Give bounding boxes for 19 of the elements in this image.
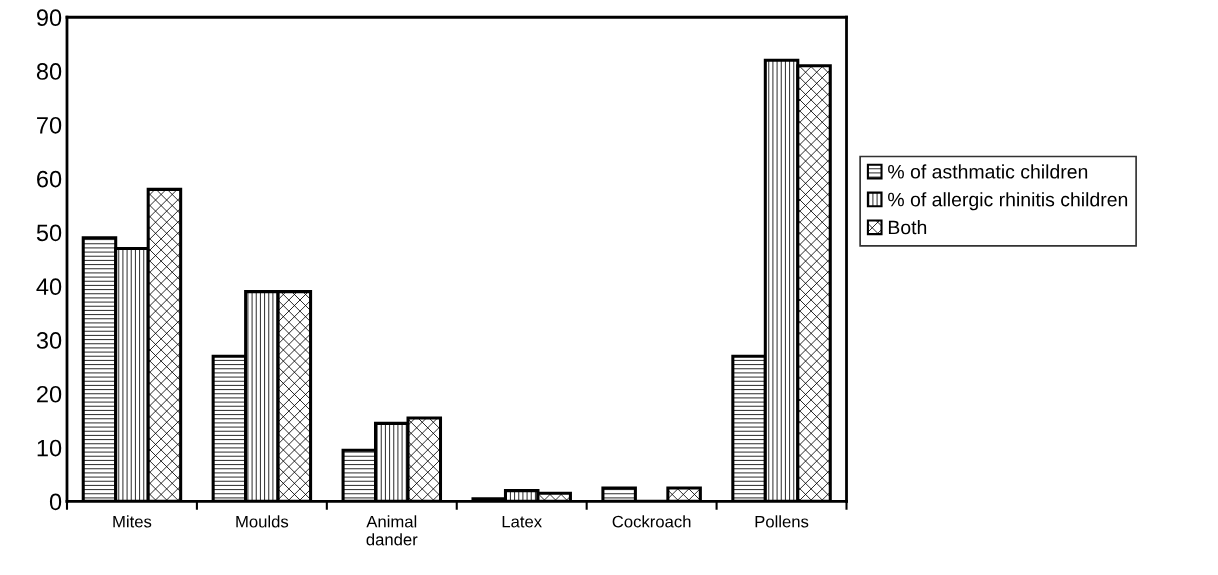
x-tick-label: Pollens [755,515,809,528]
y-tick-label: 40 [36,278,62,296]
y-tick-label: 90 [36,9,62,27]
x-tick-label: Cockroach [612,515,691,528]
y-tick-label: 60 [37,170,62,188]
y-tick-label: 20 [37,385,62,403]
legend-label: % of asthmatic children [888,164,1088,179]
y-tick-label: 30 [36,332,62,349]
y-tick-label: 10 [37,439,62,457]
y-tick-label: 50 [36,224,62,242]
x-tick-label: Latex [502,515,542,528]
y-tick-label: 0 [49,493,62,511]
x-tick-label: Animal dander [366,515,418,546]
x-tick-label: Moulds [236,515,289,528]
legend-label: % of allergic rhinitis children [888,192,1128,211]
x-tick-label: Mites [113,515,152,528]
y-tick-label: 80 [36,63,62,80]
legend-label: Both [888,220,927,235]
y-tick-label: 70 [37,116,62,134]
